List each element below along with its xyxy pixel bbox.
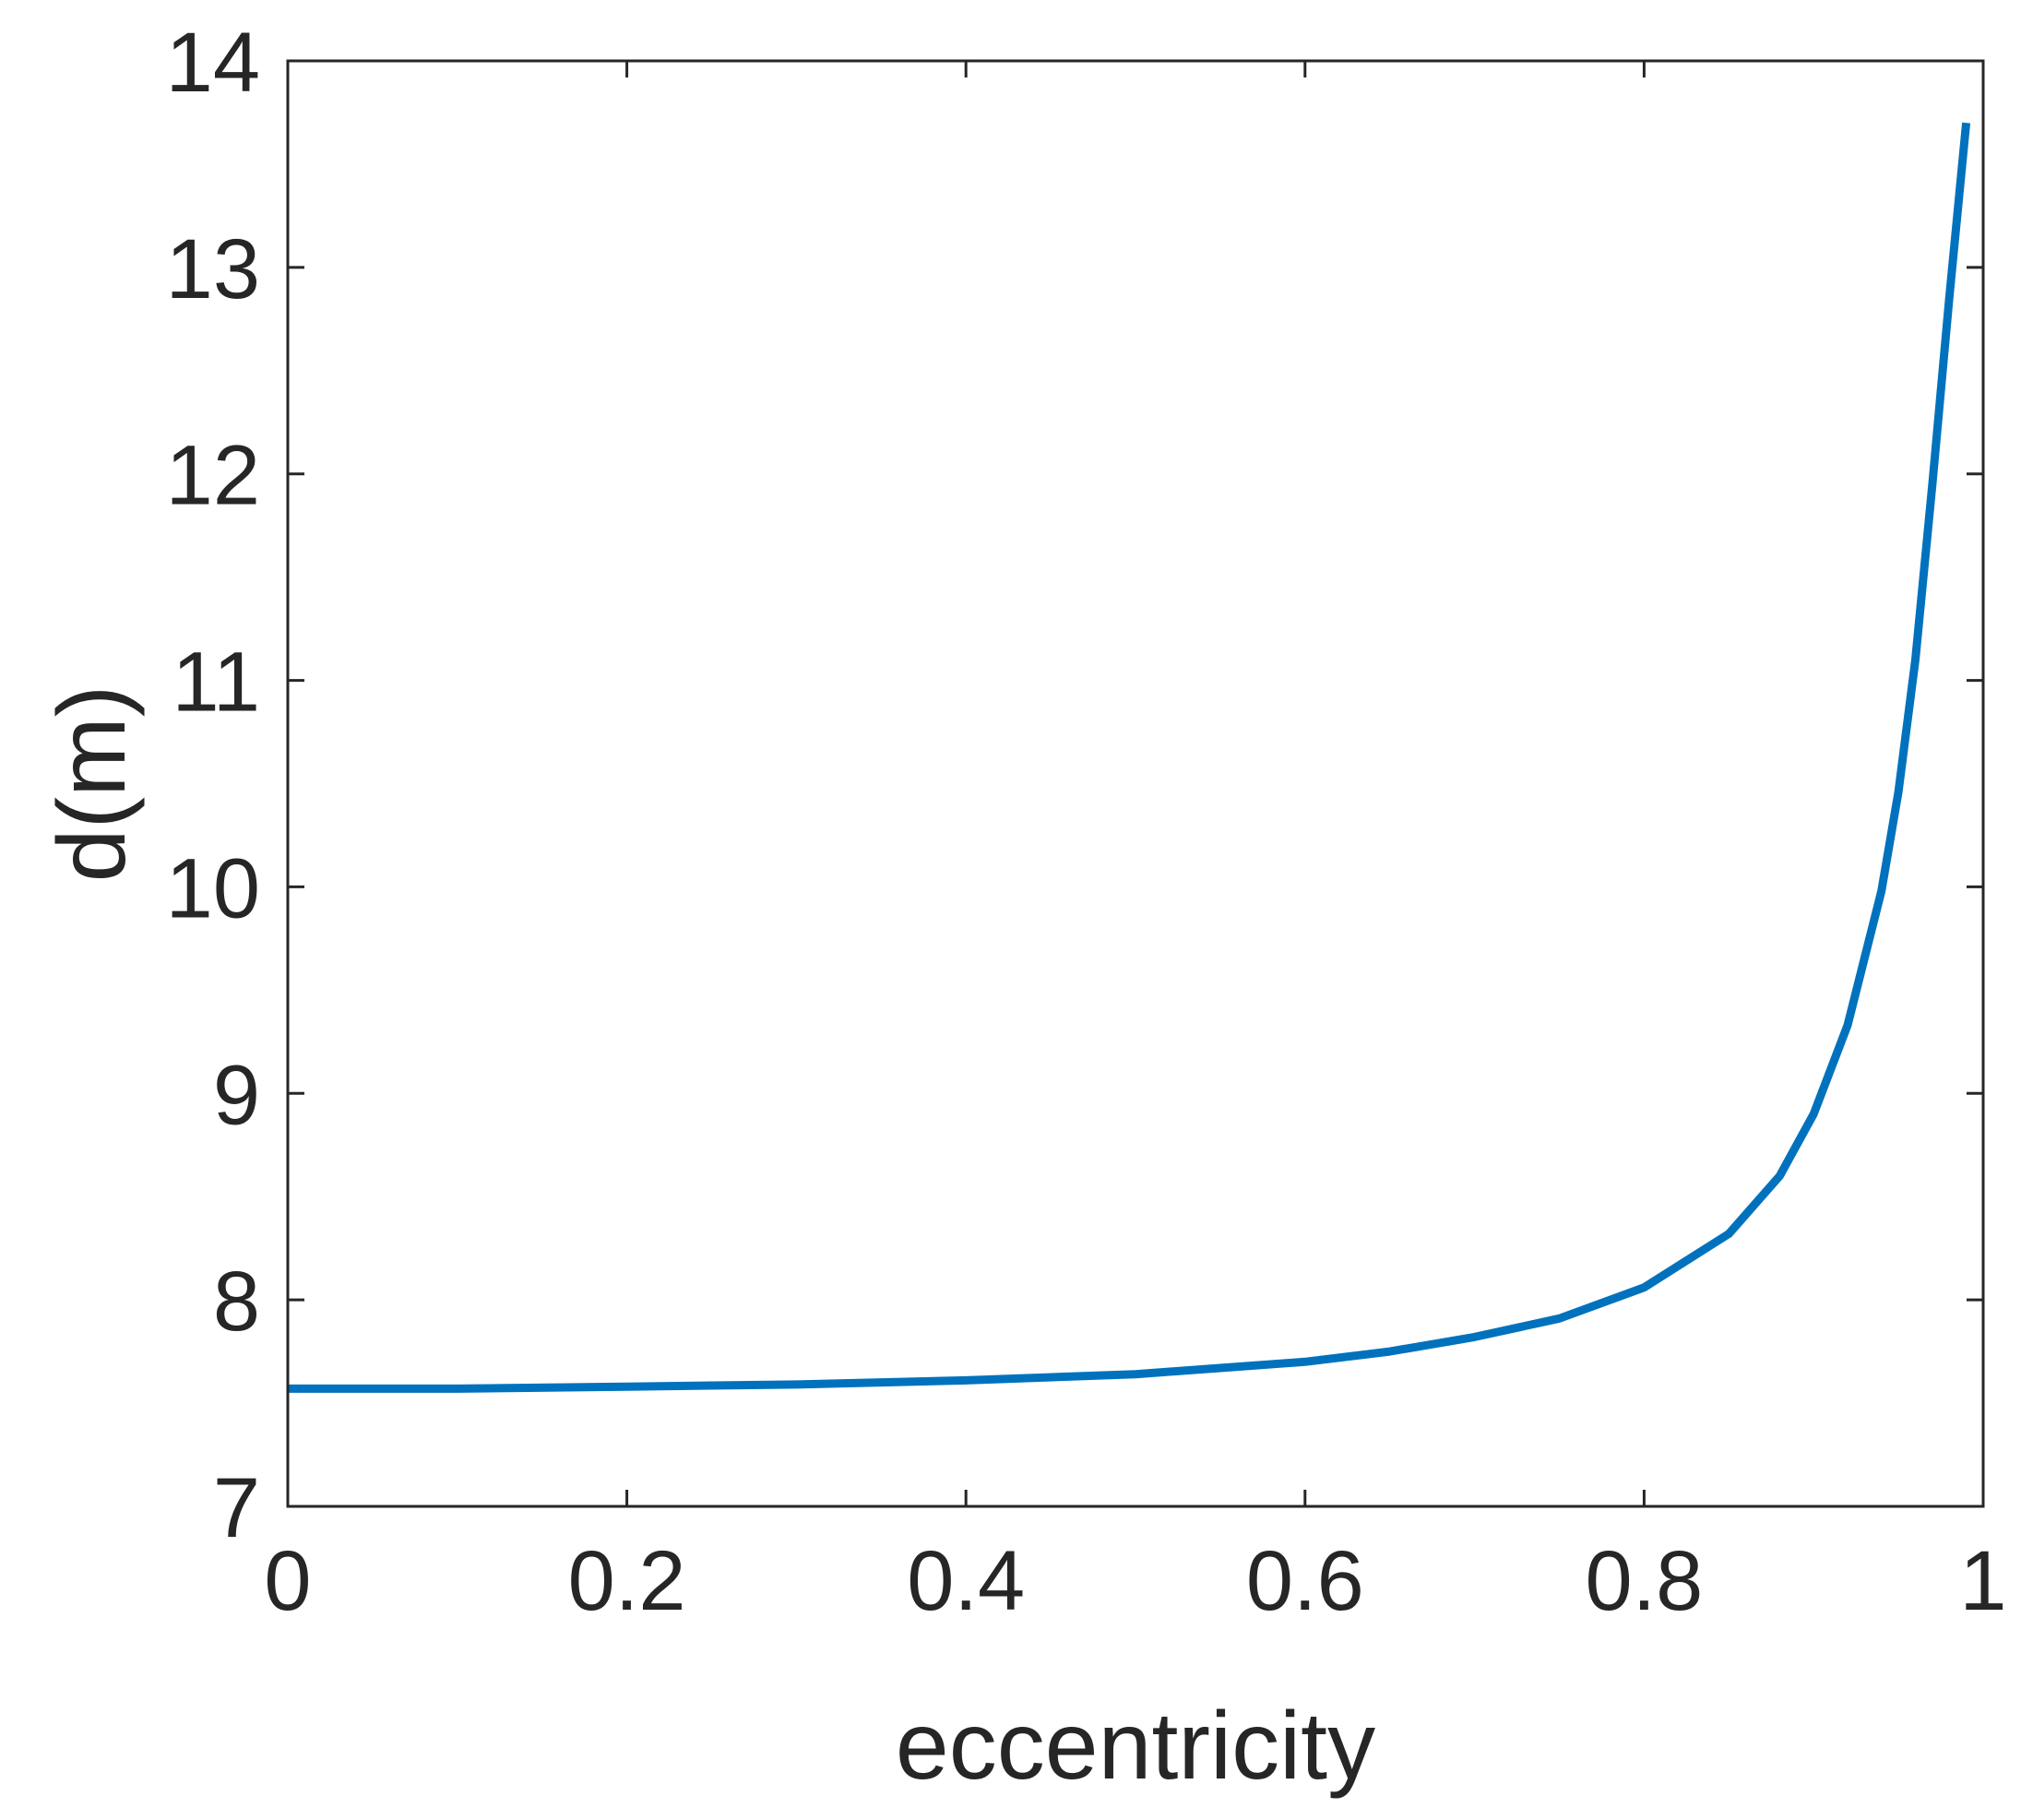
y-tick-label: 11 xyxy=(172,636,260,730)
x-tick-label: 0 xyxy=(264,1534,311,1628)
x-tick-label: 0.8 xyxy=(1585,1534,1703,1628)
y-axis-label: d(m) xyxy=(39,685,146,883)
y-tick-label: 13 xyxy=(166,222,260,316)
y-tick-label: 8 xyxy=(213,1255,260,1349)
plot-area xyxy=(288,122,1971,1393)
x-tick-label: 0.4 xyxy=(907,1534,1025,1628)
x-tick-label: 0.6 xyxy=(1246,1534,1364,1628)
x-tick-label: 0.2 xyxy=(568,1534,686,1628)
axes-box xyxy=(286,59,1985,1508)
series-line-0 xyxy=(288,122,1971,1393)
axis-tick-labels: 0 0.2 0.4 0.6 0.8 1 7 8 9 10 11 12 13 14 xyxy=(166,16,2007,1628)
x-tick-label: 1 xyxy=(1959,1534,2006,1628)
y-tick-label: 9 xyxy=(213,1048,260,1142)
y-tick-label: 14 xyxy=(166,16,260,110)
y-tick-label: 10 xyxy=(166,841,260,935)
y-tick-label: 7 xyxy=(213,1461,260,1555)
x-axis-label: eccentricity xyxy=(896,1693,1375,1800)
axis-ticks xyxy=(286,59,1985,1508)
y-tick-label: 12 xyxy=(166,429,260,523)
